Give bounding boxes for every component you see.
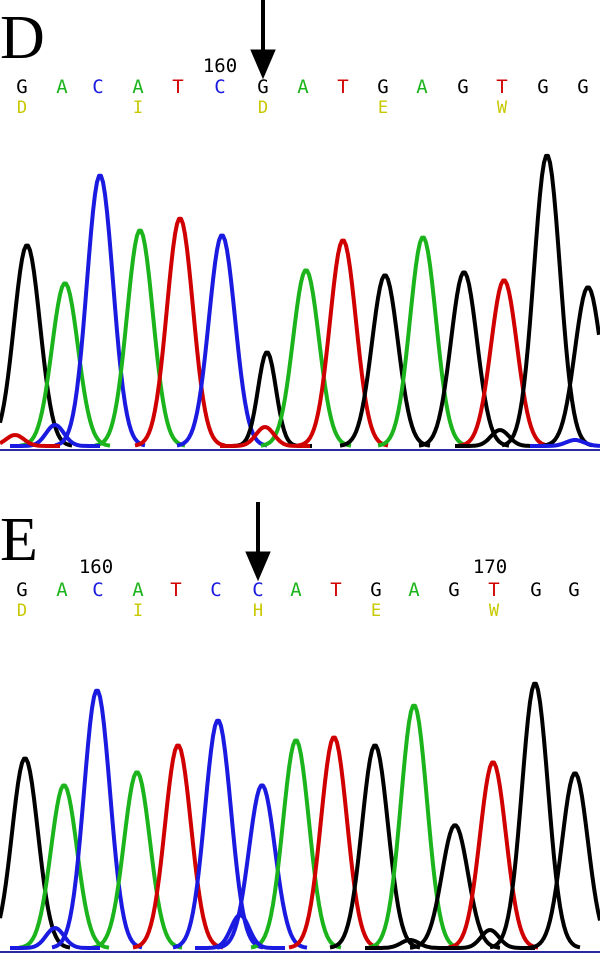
amino-acid: E — [378, 98, 388, 118]
trace-peak — [447, 760, 539, 950]
trace-peak — [132, 743, 224, 950]
trace-peak — [260, 268, 352, 448]
trace-peak — [172, 718, 264, 950]
trace-peak — [176, 233, 268, 448]
arrow-head — [250, 49, 276, 80]
base-call: C — [214, 76, 225, 98]
trace-peak — [409, 823, 501, 950]
trace-peak — [91, 770, 183, 950]
trace-peak — [250, 738, 342, 950]
trace-peak — [365, 938, 455, 950]
trace-peak — [51, 688, 143, 950]
trace-peak — [329, 743, 421, 950]
trace-peak — [195, 913, 285, 950]
trace-peak — [54, 173, 146, 448]
trace-peak — [134, 216, 226, 448]
base-call: G — [16, 579, 27, 601]
base-call: T — [330, 579, 341, 601]
trace-peak — [297, 238, 389, 448]
trace-peak — [529, 771, 600, 950]
arrow-head — [245, 551, 271, 582]
trace-peak — [0, 756, 71, 950]
trace-peak — [377, 235, 469, 448]
amino-acid: D — [17, 601, 27, 621]
position-number: 160 — [203, 55, 237, 77]
trace-peak — [530, 438, 600, 448]
base-call: T — [496, 76, 507, 98]
base-call: A — [290, 579, 302, 601]
base-call: A — [132, 579, 144, 601]
trace-peak — [19, 281, 111, 448]
trace-peak — [501, 153, 593, 448]
base-call: G — [457, 76, 468, 98]
base-call: A — [56, 76, 68, 98]
amino-acid: E — [371, 601, 381, 621]
trace-peak — [18, 783, 110, 950]
trace-peak — [542, 285, 600, 448]
panel-label: E — [0, 506, 38, 574]
amino-acid: H — [253, 601, 263, 621]
trace-peak — [445, 928, 535, 950]
base-call: A — [297, 76, 309, 98]
arrows — [245, 0, 276, 582]
trace-peak — [216, 783, 308, 950]
trace-peak — [94, 228, 186, 448]
amino-acid: D — [17, 98, 27, 118]
trace-peak — [368, 703, 460, 950]
base-call: G — [448, 579, 459, 601]
base-call: G — [370, 579, 381, 601]
amino-acid: W — [497, 98, 508, 118]
base-call: C — [252, 579, 263, 601]
base-call: A — [132, 76, 144, 98]
trace-peak — [339, 273, 431, 448]
base-call: T — [337, 76, 348, 98]
base-call: G — [568, 579, 579, 601]
base-call: T — [172, 76, 183, 98]
base-call: G — [257, 76, 268, 98]
amino-acid: W — [489, 601, 500, 621]
base-call: G — [530, 579, 541, 601]
base-call: G — [16, 76, 27, 98]
amino-acid: D — [258, 98, 268, 118]
base-call: A — [416, 76, 428, 98]
trace-peak — [220, 425, 310, 448]
trace-peak — [489, 681, 581, 950]
position-number: 170 — [473, 556, 507, 578]
panel-label: D — [0, 4, 45, 72]
base-call: G — [537, 76, 548, 98]
trace-peak — [10, 423, 100, 448]
amino-acid: I — [133, 98, 143, 118]
base-call: T — [170, 579, 181, 601]
trace-peak — [288, 735, 380, 950]
trace-peak — [10, 926, 100, 950]
base-call: C — [92, 76, 103, 98]
position-number: 160 — [79, 556, 113, 578]
trace-peak — [0, 243, 73, 448]
trace-peak — [222, 350, 312, 448]
base-call: C — [210, 579, 221, 601]
base-call: C — [92, 579, 103, 601]
base-call: A — [408, 579, 420, 601]
base-call: A — [56, 579, 68, 601]
trace-peak — [458, 278, 550, 448]
trace-peak — [0, 433, 60, 448]
amino-acid: I — [133, 601, 143, 621]
base-call: T — [488, 579, 499, 601]
base-call: G — [377, 76, 388, 98]
base-call: G — [577, 76, 588, 98]
